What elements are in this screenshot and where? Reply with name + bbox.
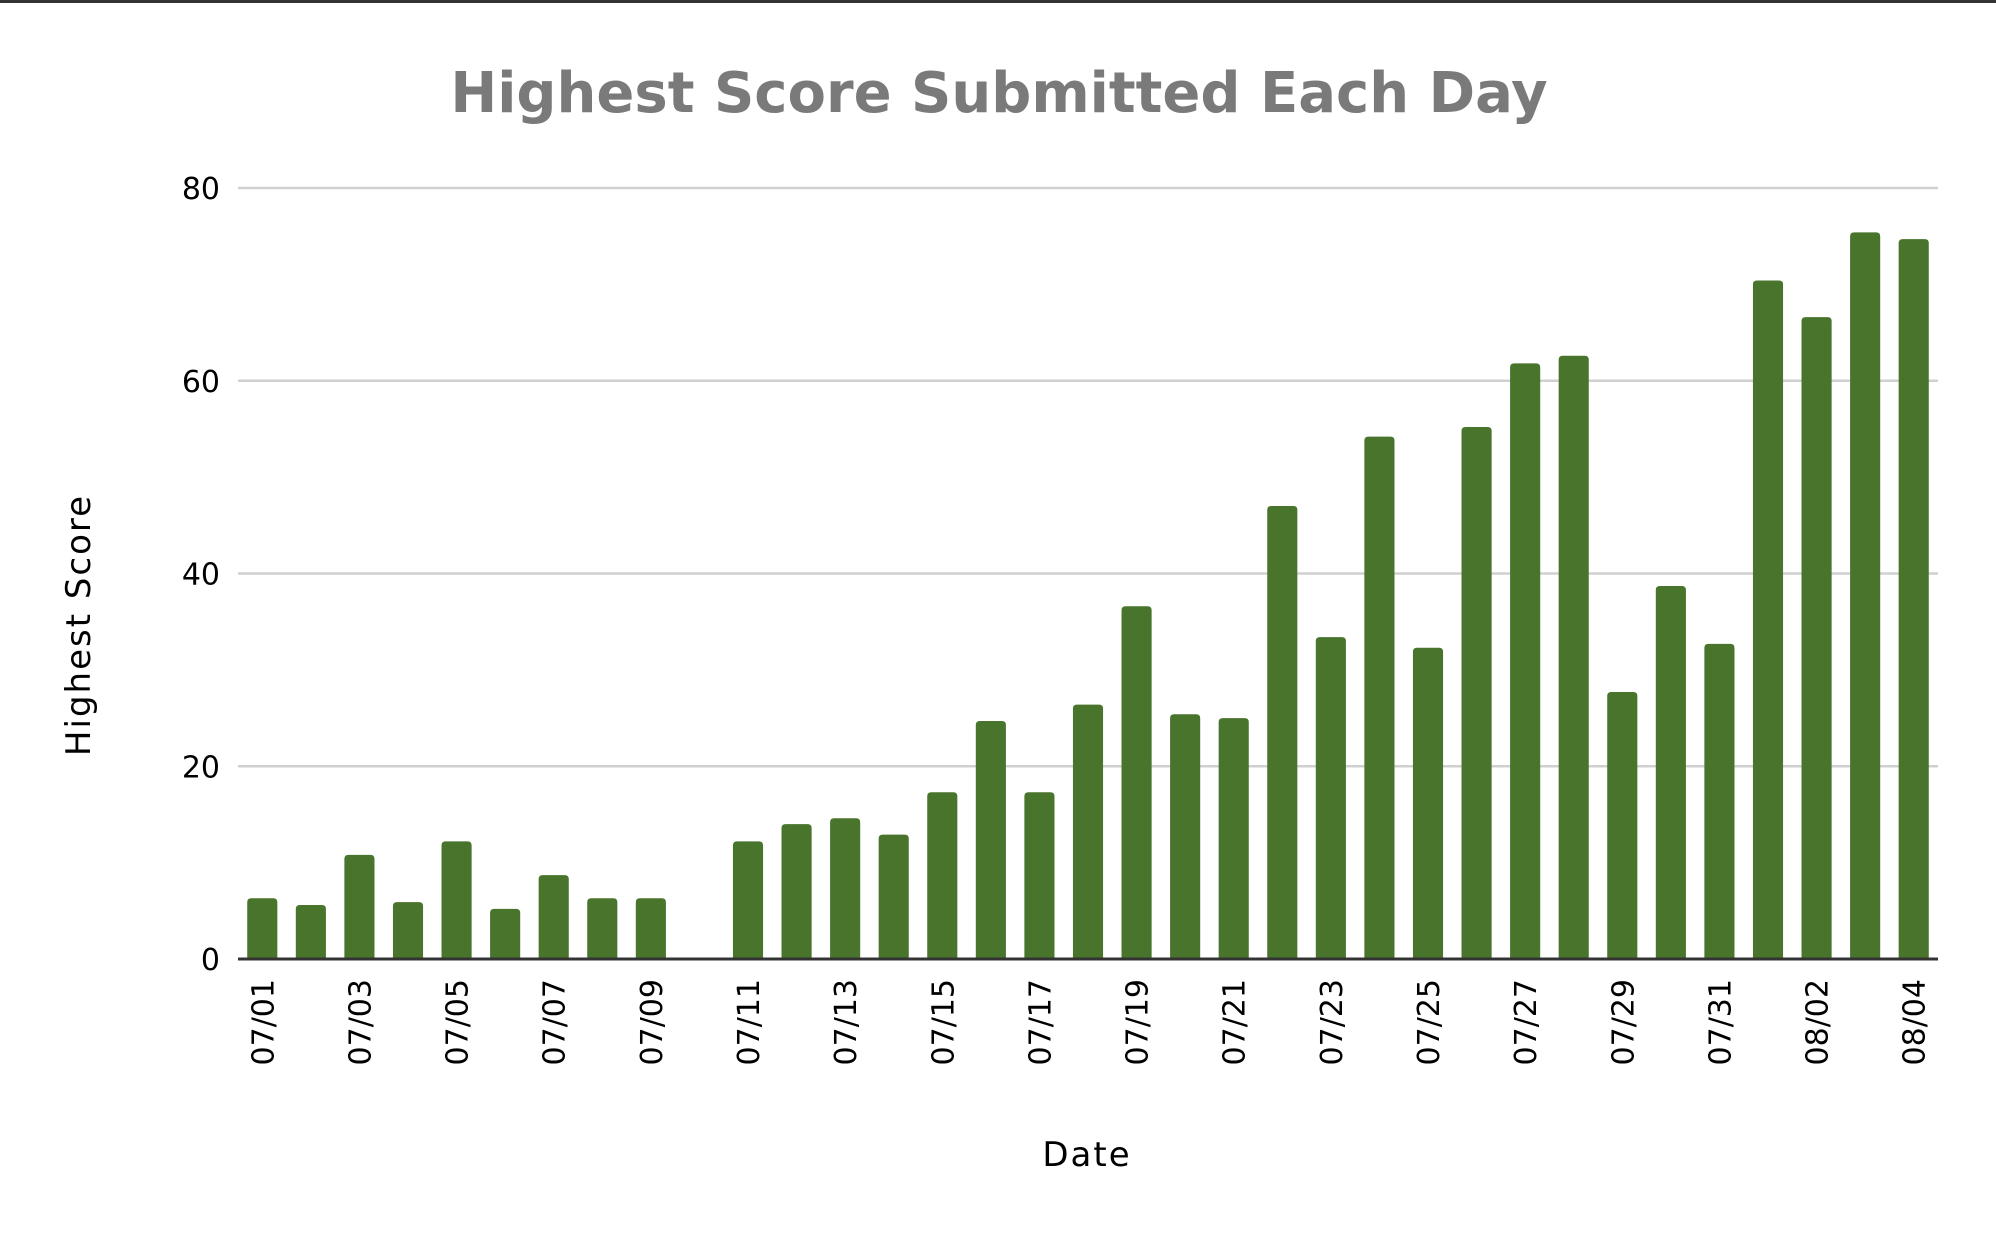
x-tick-label: 07/31 [1703,979,1738,1065]
y-axis-label: Highest Score [59,494,99,756]
bar-07-22 [1267,506,1298,959]
bars [247,232,1929,960]
bar-08-01 [1752,280,1784,959]
y-tick-labels: 0 20 40 60 80 [182,172,220,978]
x-tick-label: 07/09 [635,979,670,1065]
x-tick-label: 07/15 [926,979,961,1065]
bar-07-09 [635,898,666,959]
bar-07-16 [975,720,1006,959]
x-tick-label: 07/07 [538,979,573,1065]
bar-07-29 [1607,692,1638,959]
x-tick-labels: 07/01 07/03 07/05 07/07 07/09 07/11 07/13 07/15… [246,979,1932,1065]
x-tick-label: 07/19 [1121,979,1156,1065]
bar-07-25 [1412,647,1444,959]
bar-07-13 [830,818,861,959]
chart-title: Highest Score Submitted Each Day [450,61,1547,126]
x-tick-label: 07/27 [1509,979,1544,1065]
y-tick-label: 80 [182,172,220,207]
x-tick-label: 07/29 [1606,979,1641,1065]
bar-08-04 [1898,239,1929,960]
bar-07-20 [1170,714,1201,959]
x-tick-label: 07/17 [1023,979,1058,1065]
bar-08-02 [1801,317,1832,960]
bar-07-26 [1461,427,1492,959]
x-tick-label: 07/03 [343,979,378,1065]
bar-07-24 [1364,436,1395,960]
x-tick-label: 07/23 [1315,979,1350,1065]
bar-07-15 [927,792,958,959]
x-tick-label: 07/01 [246,979,281,1065]
x-tick-label: 07/25 [1412,979,1447,1065]
x-tick-label: 07/13 [829,979,864,1065]
x-tick-label: 07/11 [732,979,767,1065]
y-tick-label: 40 [182,558,220,593]
bar-07-23 [1315,637,1346,959]
bar-07-19 [1121,606,1152,959]
bar-07-05 [441,841,472,959]
y-tick-label: 0 [201,943,220,978]
x-tick-label: 08/04 [1898,979,1933,1065]
y-tick-label: 20 [182,750,220,785]
bar-07-17 [1024,792,1055,959]
top-border [0,0,1996,3]
x-tick-label: 07/05 [441,979,476,1065]
bar-07-12 [781,824,812,959]
bar-07-02 [295,905,326,959]
x-axis-label: Date [1042,1135,1131,1175]
bar-07-18 [1072,704,1104,959]
bar-08-03 [1850,232,1881,959]
bar-07-01 [247,898,278,959]
bar-07-03 [344,854,375,959]
bar-07-11 [732,841,764,959]
bar-07-28 [1558,355,1589,959]
x-tick-label: 08/02 [1801,979,1836,1065]
bar-07-31 [1704,643,1735,959]
bar-07-07 [538,875,569,959]
bar-07-08 [587,898,618,959]
bar-07-21 [1218,718,1249,959]
y-tick-label: 60 [182,365,220,400]
x-tick-label: 07/21 [1218,979,1253,1065]
bar-07-27 [1510,363,1541,960]
bar-07-14 [878,834,909,959]
bar-07-06 [490,908,521,959]
bar-07-04 [392,902,424,959]
bar-07-30 [1655,586,1686,959]
